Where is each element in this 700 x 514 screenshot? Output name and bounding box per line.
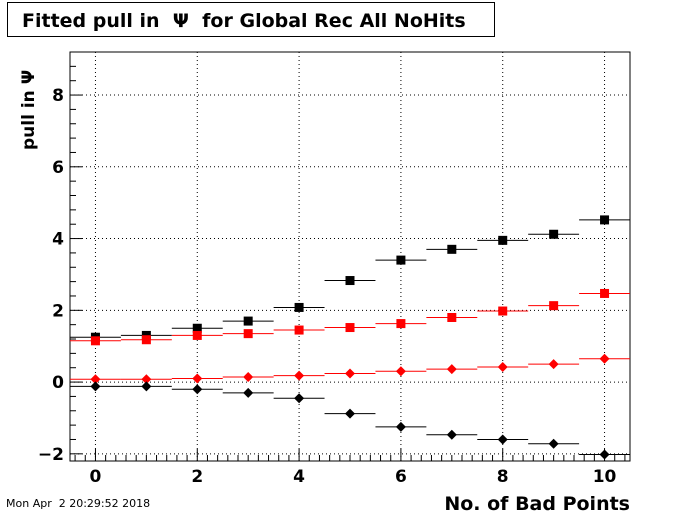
data-point-diamond — [294, 370, 305, 381]
data-point-diamond — [243, 372, 254, 383]
x-axis-label: No. of Bad Points — [444, 493, 630, 514]
x-tick-label: 4 — [293, 467, 305, 487]
data-point-diamond — [548, 438, 559, 449]
y-tick-label: −2 — [38, 445, 64, 465]
data-point-diamond — [548, 359, 559, 370]
data-point-square — [294, 302, 304, 312]
data-point-square — [345, 276, 355, 286]
data-layer — [70, 215, 630, 460]
data-point-square — [396, 255, 406, 265]
x-tick-label: 8 — [497, 467, 509, 487]
grid — [70, 52, 630, 461]
data-point-square — [549, 301, 559, 311]
data-point-diamond — [497, 434, 508, 445]
data-point-diamond — [599, 353, 610, 364]
data-point-diamond — [243, 387, 254, 398]
data-point-diamond — [294, 393, 305, 404]
data-point-square — [243, 329, 253, 339]
data-point-square — [498, 235, 508, 245]
y-tick-label: 4 — [52, 230, 64, 250]
x-tick-label: 0 — [90, 467, 102, 487]
data-point-square — [243, 316, 253, 326]
y-axis-label: pull in Ψ — [19, 70, 39, 150]
chart-title: Fitted pull in Ψ for Global Rec All NoHi… — [22, 10, 466, 32]
y-tick-label: 6 — [52, 158, 64, 178]
data-point-square — [294, 325, 304, 335]
data-point-square — [192, 330, 202, 340]
data-point-diamond — [446, 364, 457, 375]
timestamp: Mon Apr 2 20:29:52 2018 — [6, 497, 151, 510]
data-point-square — [90, 336, 100, 346]
data-point-square — [600, 215, 610, 225]
data-point-diamond — [141, 381, 152, 392]
data-point-diamond — [90, 381, 101, 392]
x-tick-label: 6 — [395, 467, 407, 487]
x-tick-label: 10 — [593, 467, 617, 487]
data-point-diamond — [395, 421, 406, 432]
data-point-square — [600, 288, 610, 298]
data-point-square — [396, 319, 406, 329]
data-point-square — [345, 323, 355, 333]
data-point-diamond — [90, 374, 101, 385]
data-point-diamond — [141, 374, 152, 385]
data-point-square — [447, 312, 457, 322]
data-point-square — [447, 244, 457, 254]
data-point-square — [498, 306, 508, 316]
title-box: Fitted pull in Ψ for Global Rec All NoHi… — [7, 2, 495, 37]
data-point-square — [549, 229, 559, 239]
data-point-diamond — [395, 366, 406, 377]
data-point-diamond — [192, 373, 203, 384]
data-point-square — [192, 323, 202, 333]
data-point-square — [141, 335, 151, 345]
data-point-diamond — [192, 384, 203, 395]
data-point-diamond — [599, 449, 610, 460]
y-tick-label: 0 — [52, 373, 64, 393]
plot-frame — [69, 51, 631, 462]
data-point-diamond — [345, 408, 355, 419]
x-tick-label: 2 — [191, 467, 203, 487]
data-point-diamond — [446, 429, 457, 440]
y-tick-label: 8 — [52, 86, 64, 106]
data-point-diamond — [497, 362, 508, 373]
axes: 0 2 4 6 8 10 −2 0 2 4 6 8 — [38, 51, 626, 487]
data-point-diamond — [345, 368, 355, 379]
y-tick-label: 2 — [52, 301, 64, 321]
